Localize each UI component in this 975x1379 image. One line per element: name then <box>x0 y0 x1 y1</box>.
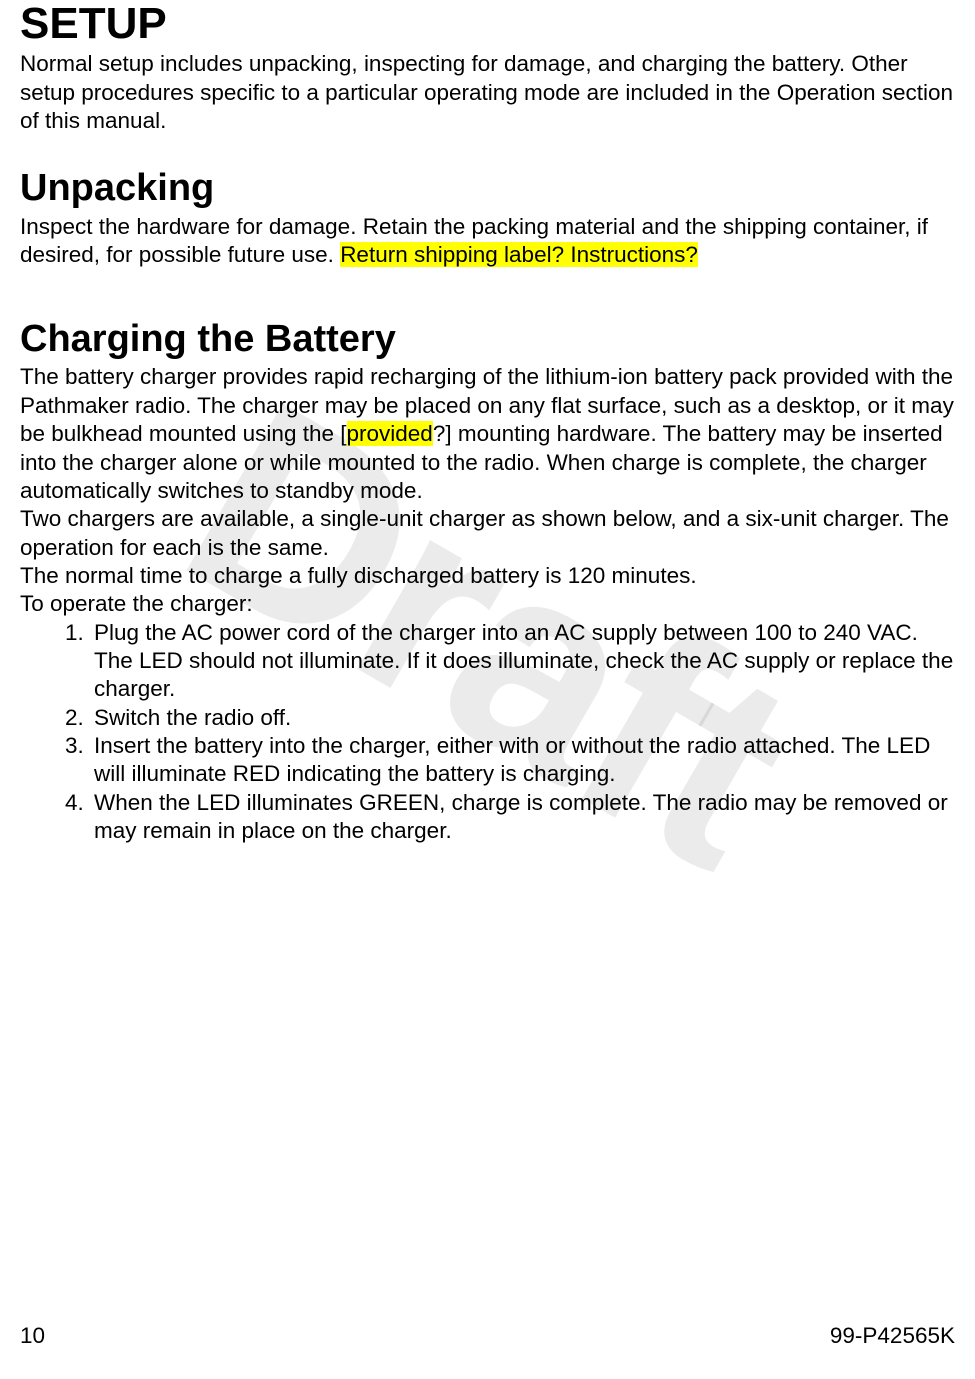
highlight-provided: provided <box>347 421 433 446</box>
step-4: When the LED illuminates GREEN, charge i… <box>90 789 957 846</box>
charger-steps-list: Plug the AC power cord of the charger in… <box>20 619 957 846</box>
paragraph-charging-1: The battery charger provides rapid recha… <box>20 363 957 505</box>
document-number: 99-P42565K <box>830 1323 955 1349</box>
step-2: Switch the radio off. <box>90 704 957 732</box>
step-3: Insert the battery into the charger, eit… <box>90 732 957 789</box>
heading-setup: SETUP <box>20 0 957 48</box>
paragraph-charging-2: Two chargers are available, a single-uni… <box>20 505 957 562</box>
page-number: 10 <box>20 1323 45 1349</box>
heading-charging: Charging the Battery <box>20 318 957 362</box>
page-footer: 10 99-P42565K <box>20 1323 955 1349</box>
paragraph-operate-intro: To operate the charger: <box>20 590 957 618</box>
paragraph-setup: Normal setup includes unpacking, inspect… <box>20 50 957 135</box>
highlight-return-shipping: Return shipping label? Instructions? <box>340 242 698 267</box>
step-1: Plug the AC power cord of the charger in… <box>90 619 957 704</box>
paragraph-unpacking: Inspect the hardware for damage. Retain … <box>20 213 957 270</box>
paragraph-charging-3: The normal time to charge a fully discha… <box>20 562 957 590</box>
heading-unpacking: Unpacking <box>20 167 957 211</box>
